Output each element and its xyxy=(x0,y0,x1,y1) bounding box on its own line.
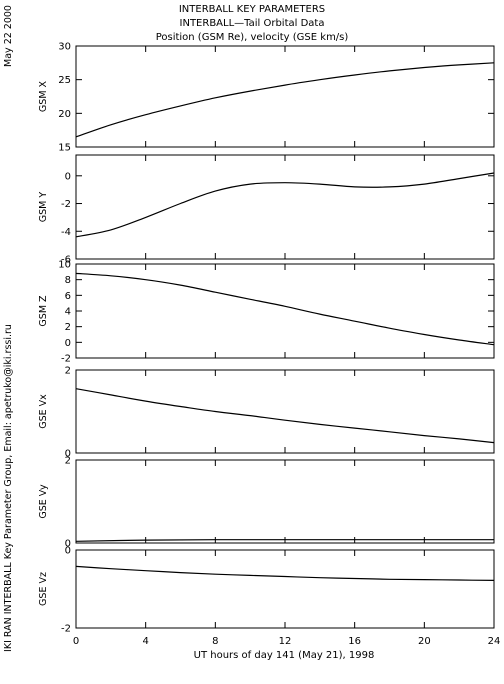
y-tick-label: 20 xyxy=(58,109,71,120)
x-tick-label: 20 xyxy=(418,636,431,647)
panel-frame xyxy=(75,45,495,148)
y-tick-label: 15 xyxy=(58,143,71,154)
y-tick-label: 0 xyxy=(65,338,71,349)
x-tick-label: 0 xyxy=(73,636,79,647)
y-tick-label: 6 xyxy=(65,291,71,302)
panel-6: -2 0 GSE Vz xyxy=(38,546,495,635)
y-tick-label: 10 xyxy=(58,260,71,271)
panel-frame xyxy=(75,263,495,359)
series-line-gse-vx xyxy=(75,388,495,444)
panel-frame xyxy=(75,154,495,260)
y-tick-label: -2 xyxy=(61,624,71,635)
y-tick-label: 30 xyxy=(58,42,71,53)
y-tick-label: -6 xyxy=(61,255,71,266)
y-tick-label: 0 xyxy=(65,449,71,460)
side-credit-label: IKI RAN INTERBALL Key Parameter Group, E… xyxy=(3,324,14,652)
x-axis-label: UT hours of day 141 (May 21), 1998 xyxy=(194,650,375,661)
y-axis-label: GSE Vy xyxy=(38,484,49,519)
panel-4: 0 2 GSE Vx xyxy=(38,366,495,460)
figure-title-line-3: Position (GSM Re), velocity (GSE km/s) xyxy=(156,32,349,43)
y-tick-label: 8 xyxy=(65,275,71,286)
x-tick-label: 24 xyxy=(488,636,501,647)
x-tick-label: 4 xyxy=(142,636,148,647)
y-tick-label: 2 xyxy=(65,322,71,333)
figure-title-line-2: INTERBALL—Tail Orbital Data xyxy=(180,18,325,29)
y-axis-label: GSM X xyxy=(38,80,49,112)
series-line-gsm-x xyxy=(75,62,495,138)
x-tick-label: 16 xyxy=(348,636,361,647)
panel-frame xyxy=(75,549,495,629)
y-axis-label: GSM Y xyxy=(38,192,49,223)
side-date-label: May 22 2000 xyxy=(3,5,14,67)
y-tick-label: 25 xyxy=(58,75,71,86)
y-tick-label: -2 xyxy=(61,354,71,365)
y-axis-label: GSM Z xyxy=(38,295,49,327)
figure-title-line-1: INTERBALL KEY PARAMETERS xyxy=(179,4,325,15)
y-axis-label: GSE Vx xyxy=(38,394,49,429)
panel-frame xyxy=(75,459,495,544)
panel-3: -2 0 2 4 6 8 10 GSM Z xyxy=(38,260,495,365)
y-tick-label: 2 xyxy=(65,456,71,467)
x-tick-label: 12 xyxy=(279,636,292,647)
panel-frame xyxy=(75,369,495,454)
x-tick-label: 8 xyxy=(212,636,218,647)
y-tick-label: 0 xyxy=(65,539,71,550)
series-line-gsm-z xyxy=(75,272,495,346)
series-line-gsm-y xyxy=(75,172,495,238)
y-tick-label: 2 xyxy=(65,366,71,377)
panel-5: 0 2 GSE Vy xyxy=(38,456,495,550)
y-axis-label: GSE Vz xyxy=(38,572,49,606)
y-tick-label: -2 xyxy=(61,199,71,210)
series-line-gse-vy xyxy=(75,539,494,542)
panel-1: 15 20 25 30 GSM X xyxy=(38,42,495,154)
y-tick-label: 4 xyxy=(65,307,71,318)
panel-2: -6 -4 -2 0 GSM Y xyxy=(38,154,495,266)
y-tick-label: -4 xyxy=(61,227,71,238)
y-tick-label: 0 xyxy=(65,546,71,557)
y-tick-label: 0 xyxy=(65,171,71,182)
series-line-gse-vz xyxy=(75,565,495,581)
